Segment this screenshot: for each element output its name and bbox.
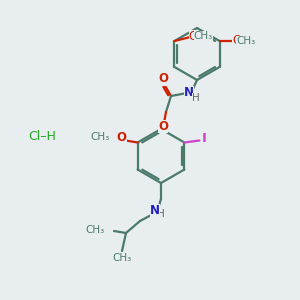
Text: Cl–H: Cl–H xyxy=(28,130,56,143)
Text: CH₃: CH₃ xyxy=(86,225,105,235)
Text: O: O xyxy=(232,34,241,47)
Text: CH₃: CH₃ xyxy=(236,36,255,46)
Text: O: O xyxy=(158,119,168,133)
Text: I: I xyxy=(202,132,207,145)
Text: CH₃: CH₃ xyxy=(112,253,132,263)
Text: O: O xyxy=(117,131,127,144)
Text: O: O xyxy=(189,29,198,43)
Text: CH₃: CH₃ xyxy=(90,133,110,142)
Text: H: H xyxy=(192,93,200,103)
Text: O: O xyxy=(158,73,168,85)
Text: N: N xyxy=(184,85,194,98)
Text: H: H xyxy=(157,209,165,219)
Text: N: N xyxy=(150,203,160,217)
Text: CH₃: CH₃ xyxy=(194,31,213,41)
